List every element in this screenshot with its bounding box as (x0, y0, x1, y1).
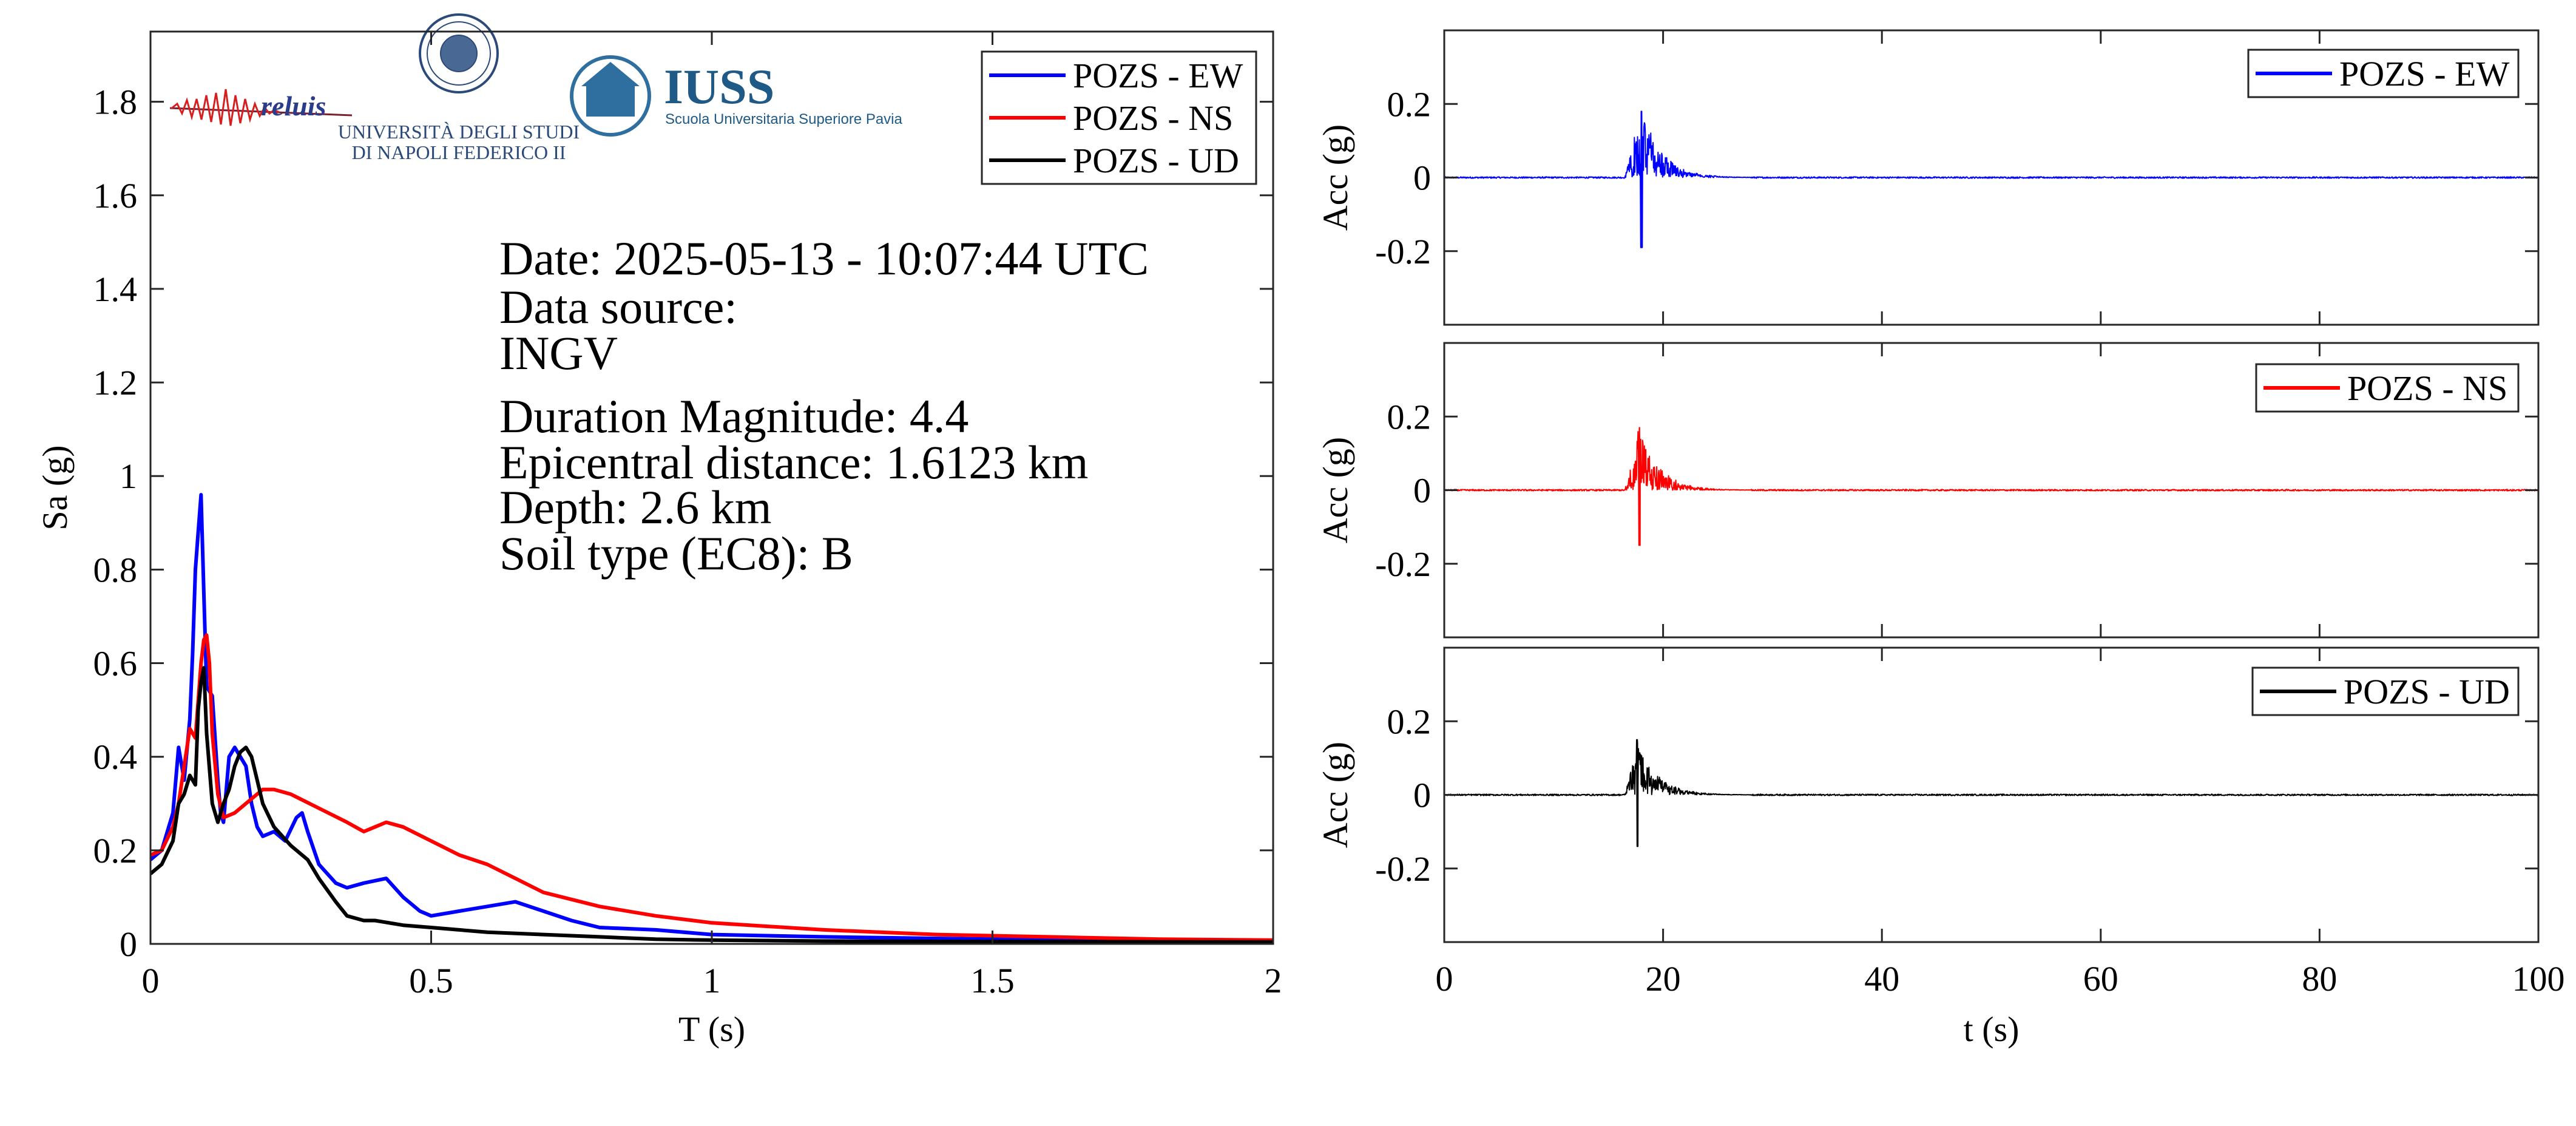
building-icon (586, 85, 635, 117)
y-tick-label: 0.2 (93, 831, 138, 870)
series-line-pozs-ew (149, 493, 1274, 944)
legend-entry: POZS - NS (2347, 368, 2507, 408)
x-tick-label: 0 (1436, 959, 1453, 999)
legend-entry: POZS - EW (2339, 54, 2510, 93)
y-tick-label: 0.2 (1387, 702, 1432, 741)
x-tick-label: 40 (1864, 959, 1899, 999)
iuss-logo: IUSS Scuola Universitaria Superiore Pavi… (570, 55, 903, 137)
event-source-label: Data source: (499, 280, 737, 333)
event-depth: Depth: 2.6 km (499, 481, 771, 534)
x-tick-label: 80 (2302, 959, 2337, 999)
seismogram-icon (171, 89, 280, 126)
x-tick-label: 1 (703, 961, 721, 1000)
reluis-logo-text: reluis (261, 90, 326, 121)
x-tick-label: 100 (2512, 959, 2565, 999)
x-tick-label: 0 (142, 961, 160, 1000)
x-tick-label: 20 (1646, 959, 1681, 999)
event-soil-type: Soil type (EC8): B (499, 527, 853, 580)
series-line-pozs-ud (149, 666, 1274, 944)
reluis-logo: reluis (169, 89, 353, 126)
acceleration-ud-chart: -0.2 0 0.2 0 20 40 60 80 100 t (s) Acc (g) POZS - U… (1316, 646, 2565, 1049)
response-spectrum-chart: 0 0.2 0.4 0.6 0.8 1 1.2 1.4 1.6 1.8 0 0.5 1 1.5 2 T (s)… (35, 30, 1282, 1049)
y-tick-label: -0.2 (1375, 232, 1431, 271)
series-line-pozs-ew (1444, 110, 2539, 248)
seal-icon (440, 35, 478, 72)
y-axis-label: Acc (g) (1316, 124, 1355, 231)
y-tick-label: 1.8 (93, 83, 138, 122)
y-tick-label: 0 (1413, 158, 1431, 198)
event-info: Date: 2025-05-13 - 10:07:44 UTC Data sou… (499, 232, 1149, 580)
acceleration-ns-chart: -0.2 0 0.2 Acc (g) POZS - NS (1316, 342, 2540, 639)
event-date: Date: 2025-05-13 - 10:07:44 UTC (499, 232, 1149, 285)
y-axis-label: Acc (g) (1316, 437, 1355, 544)
y-tick-label: 1.4 (93, 270, 138, 309)
y-tick-label: -0.2 (1375, 544, 1431, 584)
y-tick-label: -0.2 (1375, 849, 1431, 889)
legend-entry: POZS - NS (1073, 98, 1233, 138)
legend-entry: POZS - UD (2344, 672, 2510, 711)
y-tick-label: 1.6 (93, 176, 138, 215)
y-tick-label: 1.2 (93, 363, 138, 402)
unina-logo: UNIVERSITÀ DEGLI STUDI DI NAPOLI FEDERIC… (338, 13, 580, 163)
event-distance: Epicentral distance: 1.6123 km (499, 436, 1088, 489)
unina-logo-line2: DI NAPOLI FEDERICO II (352, 141, 566, 163)
y-tick-label: 0 (120, 924, 137, 964)
legend-entry: POZS - UD (1073, 141, 1239, 180)
y-tick-label: 0.6 (93, 644, 138, 683)
y-tick-label: 0.8 (93, 550, 138, 589)
iuss-logo-subtitle: Scuola Universitaria Superiore Pavia (665, 111, 903, 127)
y-tick-label: 0.2 (1387, 84, 1432, 124)
y-tick-label: 0 (1413, 776, 1431, 815)
event-source: INGV (499, 327, 618, 379)
x-tick-label: 1.5 (970, 961, 1015, 1000)
y-tick-label: 0.4 (93, 738, 138, 777)
unina-logo-line1: UNIVERSITÀ DEGLI STUDI (338, 121, 580, 143)
x-axis-label: T (s) (678, 1009, 745, 1049)
legend-entry: POZS - EW (1073, 56, 1243, 95)
y-tick-label: 0.2 (1387, 397, 1432, 436)
iuss-logo-text: IUSS (664, 59, 774, 114)
x-tick-label: 2 (1265, 961, 1282, 1000)
series-line-pozs-ns (1444, 427, 2539, 546)
y-tick-label: 1 (120, 456, 137, 496)
y-axis-label: Acc (g) (1316, 742, 1355, 849)
series-line-pozs-ud (1444, 739, 2539, 847)
acceleration-ew-chart: -0.2 0 0.2 Acc (g) POZS - EW (1316, 29, 2540, 326)
x-tick-label: 60 (2083, 959, 2118, 999)
y-axis-label: Sa (g) (35, 445, 75, 530)
y-tick-label: 0 (1413, 471, 1431, 510)
x-axis-label: t (s) (1964, 1009, 2020, 1049)
event-magnitude: Duration Magnitude: 4.4 (499, 390, 969, 443)
x-tick-label: 0.5 (409, 961, 453, 1000)
